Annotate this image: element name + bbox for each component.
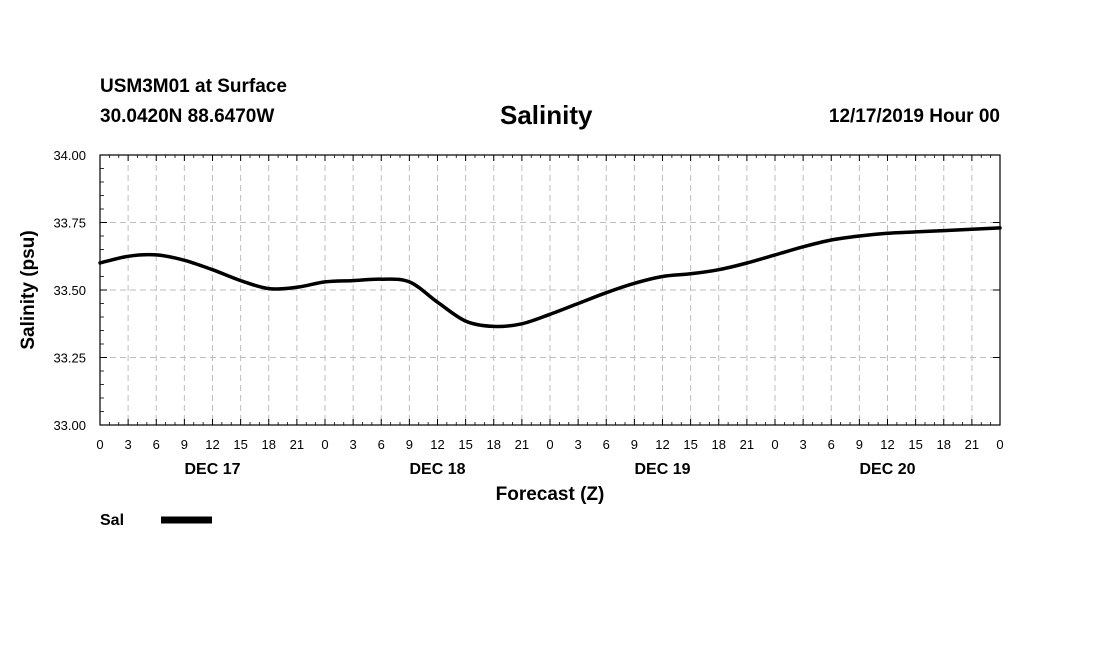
legend: Sal [100,512,212,529]
x-tick-label: 21 [740,437,754,452]
day-label: DEC 18 [409,461,465,478]
x-tick-label: 18 [937,437,951,452]
x-tick-label: 15 [458,437,472,452]
x-tick-label: 0 [771,437,778,452]
x-tick-label: 15 [908,437,922,452]
x-tick-label: 0 [546,437,553,452]
x-tick-label: 18 [262,437,276,452]
x-tick-label: 9 [181,437,188,452]
grid-lines [100,155,1000,425]
x-tick-label: 3 [575,437,582,452]
y-axis-title: Salinity (psu) [18,230,39,349]
day-label: DEC 17 [184,461,240,478]
coordinates-label: 30.0420N 88.6470W [100,106,275,127]
x-tick-label: 9 [856,437,863,452]
x-tick-label: 0 [96,437,103,452]
legend-label: Sal [100,512,124,529]
plot-frame [99,154,1001,426]
x-tick-label: 3 [800,437,807,452]
x-tick-label: 12 [205,437,219,452]
x-tick-label: 6 [378,437,385,452]
x-tick-label: 12 [880,437,894,452]
x-tick-label: 21 [290,437,304,452]
tick-labels: 0 3 6 9 12 15 18 21 0 3 6 9 12 15 18 21 0 3 6 9 12 15 18 21 0 3 6 9… [53,148,1003,478]
day-label: DEC 19 [634,461,690,478]
day-label: DEC 20 [859,461,915,478]
x-tick-label: 15 [683,437,697,452]
x-tick-label: 18 [712,437,726,452]
salinity-series-line [98,226,1002,329]
x-tick-label: 3 [125,437,132,452]
y-tick-label: 33.50 [53,283,86,298]
x-tick-label: 9 [406,437,413,452]
x-tick-label: 6 [603,437,610,452]
x-tick-label: 0 [996,437,1003,452]
y-tick-label: 33.75 [53,216,86,231]
station-label: USM3M01 at Surface [100,76,287,97]
x-tick-label: 6 [153,437,160,452]
forecast-timestamp: 12/17/2019 Hour 00 [828,106,1000,127]
x-tick-label: 3 [350,437,357,452]
y-tick-label: 34.00 [53,148,86,163]
chart-title: Salinity [500,100,593,130]
x-tick-label: 6 [828,437,835,452]
x-tick-label: 15 [233,437,247,452]
y-tick-label: 33.00 [53,418,86,433]
x-tick-label: 21 [515,437,529,452]
x-axis-title: Forecast (Z) [496,484,605,505]
x-tick-label: 9 [631,437,638,452]
x-tick-label: 12 [430,437,444,452]
x-tick-label: 21 [965,437,979,452]
x-tick-label: 18 [487,437,501,452]
y-tick-label: 33.25 [53,351,86,366]
x-tick-label: 0 [321,437,328,452]
x-tick-label: 12 [655,437,669,452]
